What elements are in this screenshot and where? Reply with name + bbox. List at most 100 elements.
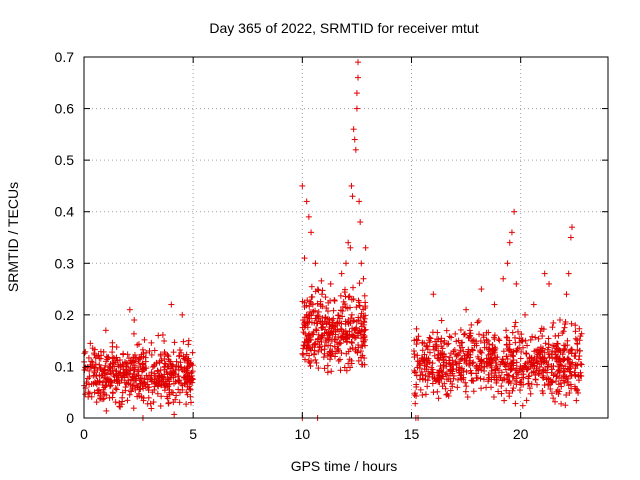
data-point-560 <box>314 312 321 319</box>
data-point-1426 <box>435 372 442 379</box>
data-point-1154 <box>443 370 450 377</box>
data-point-674 <box>361 326 368 333</box>
data-point-1680 <box>327 280 334 287</box>
data-point-1644 <box>517 378 524 385</box>
data-point-456 <box>161 381 168 388</box>
data-point-269 <box>109 349 116 356</box>
data-point-866 <box>318 324 325 331</box>
data-point-313 <box>116 399 123 406</box>
data-point-1222 <box>463 368 470 375</box>
data-point-347 <box>184 364 191 371</box>
data-point-310 <box>109 390 116 397</box>
data-point-304 <box>130 405 137 412</box>
data-point-593 <box>324 308 331 315</box>
data-point-1150 <box>578 361 585 368</box>
axis-ticks: 0 0.1 0.2 0.3 0.4 0.5 0.6 0.7 0 5 10 15 20 <box>55 49 608 442</box>
data-point-1341 <box>545 335 552 342</box>
data-point-1474 <box>565 356 572 363</box>
data-point-1643 <box>543 357 550 364</box>
data-point-875 <box>305 338 312 345</box>
data-point-510 <box>140 379 147 386</box>
data-point-888 <box>501 397 508 404</box>
data-point-1704 <box>463 306 470 313</box>
data-point-1196 <box>506 341 513 348</box>
data-point-1405 <box>498 358 505 365</box>
data-point-656 <box>338 307 345 314</box>
data-point-878 <box>335 357 342 364</box>
data-point-434 <box>148 378 155 385</box>
data-point-1706 <box>491 301 498 308</box>
data-point-1642 <box>571 369 578 376</box>
data-point-497 <box>184 369 191 376</box>
data-point-1199 <box>445 340 452 347</box>
data-point-1300 <box>485 351 492 358</box>
data-point-1398 <box>572 365 579 372</box>
data-point-1387 <box>485 329 492 336</box>
data-point-720 <box>315 331 322 338</box>
data-point-1514 <box>553 373 560 380</box>
data-point-1041 <box>417 386 424 393</box>
data-point-11 <box>148 339 155 346</box>
data-point-284 <box>139 346 146 353</box>
data-point-587 <box>361 334 368 341</box>
data-point-1577 <box>485 376 492 383</box>
data-point-1505 <box>556 369 563 376</box>
data-point-415 <box>183 389 190 396</box>
data-point-1215 <box>434 329 441 336</box>
data-point-1581 <box>458 355 465 362</box>
data-point-684 <box>348 311 355 318</box>
data-point-801 <box>340 298 347 305</box>
data-point-1310 <box>560 357 567 364</box>
data-point-490 <box>91 364 98 371</box>
data-point-1074 <box>478 349 485 356</box>
data-point-1283 <box>462 388 469 395</box>
data-point-498 <box>154 390 161 397</box>
data-point-879 <box>309 309 316 316</box>
data-point-1146 <box>452 358 459 365</box>
data-point-1325 <box>435 336 442 343</box>
data-point-1582 <box>450 375 457 382</box>
data-point-507 <box>96 378 103 385</box>
data-point-1375 <box>422 391 429 398</box>
data-point-128 <box>154 367 161 374</box>
data-point-478 <box>155 378 162 385</box>
data-point-1636 <box>555 358 562 365</box>
data-point-311 <box>86 367 93 374</box>
data-point-1598 <box>492 369 499 376</box>
data-point-1113 <box>474 374 481 381</box>
data-point-1394 <box>439 345 446 352</box>
data-point-1666 <box>146 347 153 354</box>
data-point-740 <box>349 344 356 351</box>
data-point-255 <box>189 368 196 375</box>
data-point-581 <box>312 326 319 333</box>
data-point-229 <box>157 402 164 409</box>
data-point-868 <box>360 313 367 320</box>
data-point-31 <box>87 340 94 347</box>
data-point-815 <box>326 316 333 323</box>
data-point-1525 <box>520 371 527 378</box>
data-point-717 <box>302 338 309 345</box>
data-point-1676 <box>301 255 308 262</box>
data-point-1236 <box>524 342 531 349</box>
data-point-307 <box>88 393 95 400</box>
data-point-1600 <box>415 333 422 340</box>
data-point-491 <box>97 364 104 371</box>
data-point-1015 <box>515 328 522 335</box>
data-point-1284 <box>539 390 546 397</box>
data-point-153 <box>82 348 89 355</box>
plot-frame <box>83 56 609 419</box>
data-point-1270 <box>495 388 502 395</box>
data-point-436 <box>115 372 122 379</box>
data-point-758 <box>334 312 341 319</box>
data-point-215 <box>91 351 98 358</box>
data-point-772 <box>319 314 326 321</box>
data-point-1168 <box>518 331 525 338</box>
data-point-1238 <box>510 385 517 392</box>
data-point-962 <box>454 384 461 391</box>
data-point-856 <box>340 336 347 343</box>
data-point-1017 <box>525 380 532 387</box>
data-point-1723 <box>576 347 583 354</box>
data-point-359 <box>183 351 190 358</box>
data-point-809 <box>352 334 359 341</box>
